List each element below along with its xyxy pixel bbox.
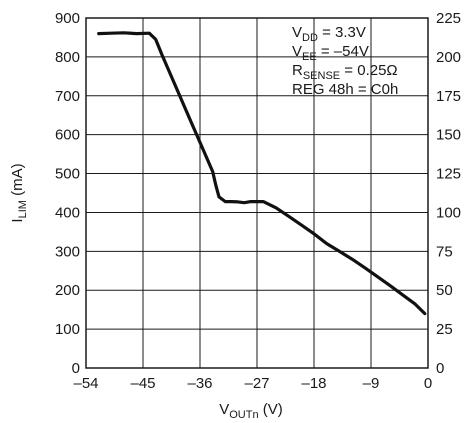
series-line — [97, 31, 427, 316]
y-left-tick-label: 300 — [55, 243, 80, 260]
y-left-tick-label: 400 — [55, 204, 80, 221]
x-tick-label: –54 — [73, 375, 98, 392]
y-right-tick-label: 225 — [436, 10, 461, 27]
y-right-tick-label: 0 — [436, 360, 444, 377]
y-axis-right-tick-labels: 0 25 50 75 100 125 150 175 200 225 — [436, 10, 461, 377]
grid-lines — [86, 18, 428, 368]
annotation-line: REG 48h = C0h — [292, 81, 398, 98]
y-left-tick-label: 800 — [55, 49, 80, 66]
y-right-tick-label: 175 — [436, 88, 461, 105]
plot-frame — [85, 17, 429, 369]
y-right-tick-label: 50 — [436, 282, 453, 299]
y-right-tick-label: 25 — [436, 321, 453, 338]
x-tick-label: 0 — [424, 375, 432, 392]
x-tick-label: –36 — [187, 375, 212, 392]
y-left-tick-label: 0 — [72, 360, 80, 377]
y-axis-title: ILIM (mA) — [9, 163, 29, 222]
y-left-tick-label: 900 — [55, 10, 80, 27]
x-axis-title: VOUTn (V) — [219, 401, 283, 421]
y-right-tick-label: 125 — [436, 166, 461, 183]
y-left-tick-label: 100 — [55, 321, 80, 338]
x-tick-label: –18 — [301, 375, 326, 392]
y-left-tick-label: 700 — [55, 88, 80, 105]
y-left-tick-label: 200 — [55, 282, 80, 299]
y-left-tick-label: 500 — [55, 166, 80, 183]
annotation-line: VEE = –54V — [292, 43, 369, 63]
annotation-line: RSENSE = 0.25Ω — [292, 62, 398, 82]
x-axis-tick-labels: –54 –45 –36 –27 –18 –9 0 — [73, 375, 432, 392]
y-right-tick-label: 200 — [436, 49, 461, 66]
x-tick-label: –45 — [130, 375, 155, 392]
y-right-tick-label: 150 — [436, 127, 461, 144]
y-right-tick-label: 100 — [436, 204, 461, 221]
y-left-tick-label: 600 — [55, 127, 80, 144]
annotation-line: VDD = 3.3V — [292, 24, 366, 44]
y-right-tick-label: 75 — [436, 243, 453, 260]
x-tick-label: –9 — [363, 375, 380, 392]
x-tick-label: –27 — [244, 375, 269, 392]
y-axis-left-tick-labels: 0 100 200 300 400 500 600 700 800 900 — [55, 10, 80, 377]
